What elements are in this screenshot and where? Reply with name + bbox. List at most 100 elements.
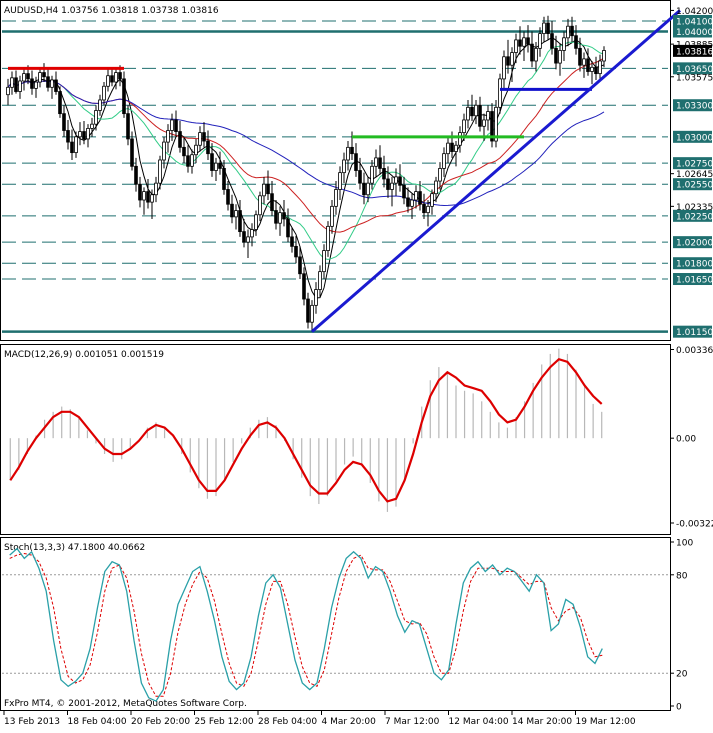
candle-body-46	[190, 154, 194, 167]
price-label-box-4	[673, 62, 712, 75]
candle-body-109	[442, 153, 446, 169]
time-label-7: 12 Mar 04:00	[449, 717, 509, 727]
candle-body-53	[218, 162, 222, 169]
candle-body-80	[326, 225, 330, 251]
price-pane[interactable]: AUDUSD,H4 1.03756 1.03818 1.03738 1.0381…	[0, 0, 671, 341]
time-label-9: 19 Mar 12:00	[576, 717, 636, 727]
candle-body-14	[62, 113, 66, 131]
candle-body-22	[94, 110, 98, 125]
candle-body-59	[242, 231, 246, 243]
candle-body-130	[526, 37, 530, 45]
candle-body-38	[158, 159, 162, 184]
time-axis: 13 Feb 2013 18 Feb 04:00 20 Feb 20:00 25 Fe…	[3, 711, 636, 727]
candle-body-31	[130, 138, 134, 167]
time-label-4: 28 Feb 04:00	[258, 717, 317, 727]
candle-body-136	[550, 33, 554, 49]
candle-body-45	[186, 155, 190, 167]
candle-body-97	[394, 176, 398, 184]
macd-axis-label-1: 0.00	[676, 435, 696, 445]
candle-body-91	[370, 165, 374, 184]
candle-body-0	[6, 86, 10, 96]
candle-body-141	[570, 25, 574, 37]
candle-body-89	[362, 182, 366, 196]
candle-body-61	[250, 229, 254, 238]
candle-body-138	[558, 50, 562, 64]
candle-body-117	[474, 104, 478, 117]
candle-body-10	[46, 76, 50, 88]
candle-body-5	[26, 73, 30, 80]
candle-body-98	[398, 176, 402, 186]
price-marks: 1.042001.041001.040001.038851.036501.035…	[2, 7, 713, 338]
time-label-3: 25 Feb 12:00	[195, 717, 254, 727]
candle-body-27	[114, 72, 118, 83]
candle-body-127	[514, 39, 518, 53]
candle-body-54	[222, 168, 226, 190]
candle-body-16	[70, 141, 74, 154]
candle-body-78	[318, 271, 322, 290]
candle-body-96	[390, 182, 394, 190]
candle-body-148	[598, 60, 602, 75]
stoch-axis-label-0: 100	[676, 539, 693, 549]
candle-body-4	[22, 73, 26, 82]
price-label-16: 1.01150	[676, 328, 713, 338]
candle-body-146	[590, 66, 594, 72]
price-label-box-14	[673, 257, 712, 270]
candle-body-67	[274, 210, 278, 224]
candle-body-42	[174, 119, 178, 132]
candle-body-85	[346, 146, 350, 161]
candle-body-43	[178, 131, 182, 148]
candle-body-21	[90, 123, 94, 129]
macd-pane[interactable]: MACD(12,26,9) 0.001051 0.001519	[0, 344, 671, 535]
macd-axis-label-0: 0.003367	[676, 346, 713, 356]
stoch-axis-label-3: 0	[676, 703, 682, 713]
candle-body-87	[354, 153, 358, 171]
candle-body-26	[110, 75, 114, 83]
macd-signal-line	[9, 357, 603, 503]
candle-body-120	[486, 111, 490, 121]
candle-body-84	[342, 159, 346, 174]
candle-body-144	[582, 58, 586, 66]
candle-body-99	[402, 184, 406, 199]
candle-body-93	[378, 157, 382, 169]
candle-body-48	[198, 132, 202, 146]
candle-body-1	[10, 77, 14, 88]
candle-body-63	[258, 195, 262, 216]
candle-body-113	[458, 132, 462, 146]
candle-body-65	[266, 183, 270, 195]
price-label-box-12	[673, 209, 712, 222]
candle-body-68	[278, 212, 282, 224]
candle-body-132	[534, 47, 538, 62]
candle-body-32	[134, 165, 138, 185]
candle-body-3	[18, 80, 22, 92]
candle-body-102	[414, 191, 418, 201]
price-label-box-15	[673, 273, 712, 286]
candle-body-70	[286, 218, 290, 238]
candle-body-66	[270, 193, 274, 211]
candle-body-82	[334, 189, 338, 207]
candle-body-143	[578, 47, 582, 66]
moving-average-0	[7, 36, 605, 299]
candle-body-133	[538, 33, 542, 49]
watermark: FxPro MT4, © 2001-2012, MetaQuotes Softw…	[4, 699, 247, 709]
candle-body-55	[226, 189, 230, 205]
candle-body-35	[146, 191, 150, 203]
time-label-6: 7 Mar 12:00	[385, 717, 440, 727]
candle-body-125	[506, 56, 510, 66]
stoch-pane[interactable]: Stoch(13,3,3) 47.1800 40.0662 FxPro MT4,…	[0, 537, 671, 711]
candle-body-72	[294, 245, 298, 258]
candle-body-62	[254, 214, 258, 230]
candle-body-8	[38, 72, 42, 83]
candle-body-121	[490, 111, 494, 142]
candle-body-57	[234, 210, 238, 218]
candle-body-28	[118, 72, 122, 80]
current-price-box	[673, 44, 712, 57]
price-label-10: 1.02550	[676, 181, 713, 191]
stoch-main-line	[9, 547, 603, 702]
candle-body-134	[542, 22, 546, 34]
trend-line	[311, 9, 681, 333]
candle-body-40	[166, 130, 170, 143]
candle-body-76	[310, 304, 314, 323]
candle-body-58	[238, 210, 242, 233]
candle-body-119	[482, 119, 486, 127]
